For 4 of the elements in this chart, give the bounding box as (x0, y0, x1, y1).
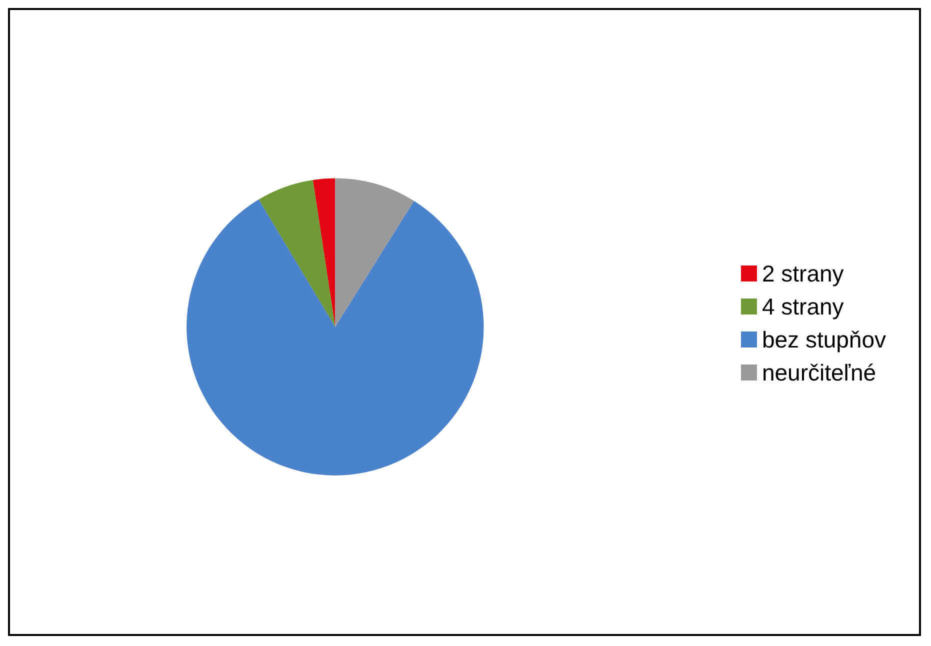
legend-label: bez stupňov (762, 326, 886, 352)
legend-label: 2 strany (762, 260, 844, 286)
legend-label: neurčiteľné (762, 360, 876, 386)
legend-label: 4 strany (762, 294, 844, 320)
